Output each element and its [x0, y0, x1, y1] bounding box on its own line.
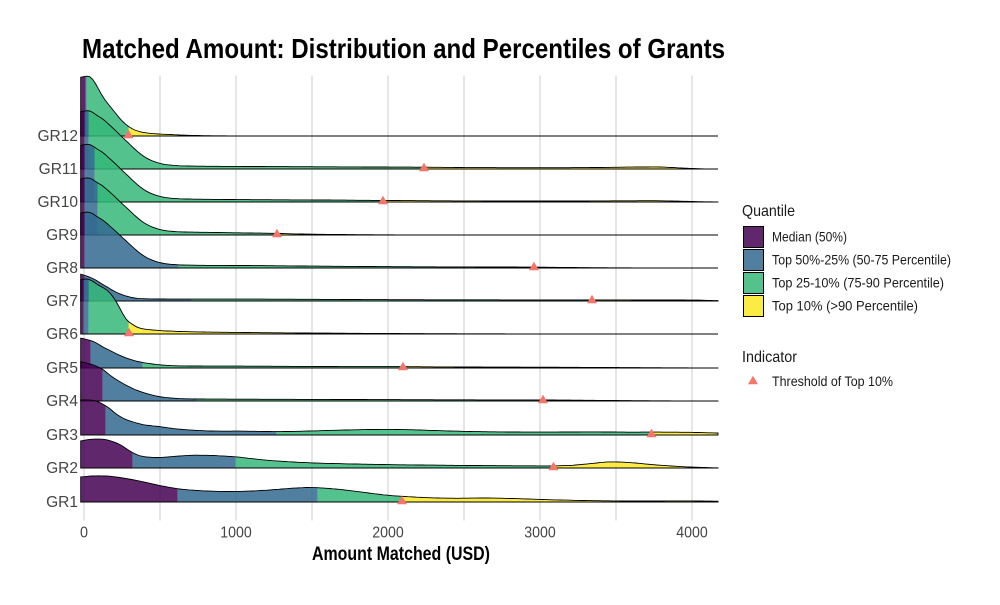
svg-text:Top 50%-25% (50-75 Percentile): Top 50%-25% (50-75 Percentile) — [772, 252, 951, 268]
svg-text:GR3: GR3 — [46, 427, 78, 444]
svg-text:GR5: GR5 — [46, 360, 78, 377]
svg-text:GR8: GR8 — [46, 260, 78, 277]
svg-text:Top 10% (>90 Percentile): Top 10% (>90 Percentile) — [772, 298, 918, 314]
svg-text:GR7: GR7 — [46, 293, 78, 310]
svg-text:Indicator: Indicator — [742, 349, 798, 366]
svg-text:2000: 2000 — [372, 525, 404, 542]
svg-text:Threshold of Top 10%: Threshold of Top 10% — [772, 373, 893, 389]
svg-text:Quantile: Quantile — [742, 203, 795, 220]
svg-text:3000: 3000 — [524, 525, 556, 542]
svg-text:0: 0 — [80, 525, 88, 542]
svg-text:GR1: GR1 — [46, 494, 78, 511]
svg-text:GR11: GR11 — [39, 161, 78, 178]
svg-text:GR12: GR12 — [38, 128, 79, 145]
svg-text:GR2: GR2 — [46, 460, 78, 477]
svg-text:GR10: GR10 — [38, 194, 79, 211]
svg-text:1000: 1000 — [220, 525, 252, 542]
svg-text:GR6: GR6 — [46, 326, 78, 343]
svg-text:GR4: GR4 — [46, 393, 78, 410]
svg-text:4000: 4000 — [676, 525, 708, 542]
svg-text:Median (50%): Median (50%) — [772, 229, 847, 245]
svg-text:Matched Amount: Distribution a: Matched Amount: Distribution and Percent… — [82, 33, 725, 64]
svg-text:Amount Matched (USD): Amount Matched (USD) — [312, 543, 490, 565]
svg-text:GR9: GR9 — [46, 227, 78, 244]
svg-text:Top 25-10% (75-90 Percentile): Top 25-10% (75-90 Percentile) — [772, 275, 944, 291]
